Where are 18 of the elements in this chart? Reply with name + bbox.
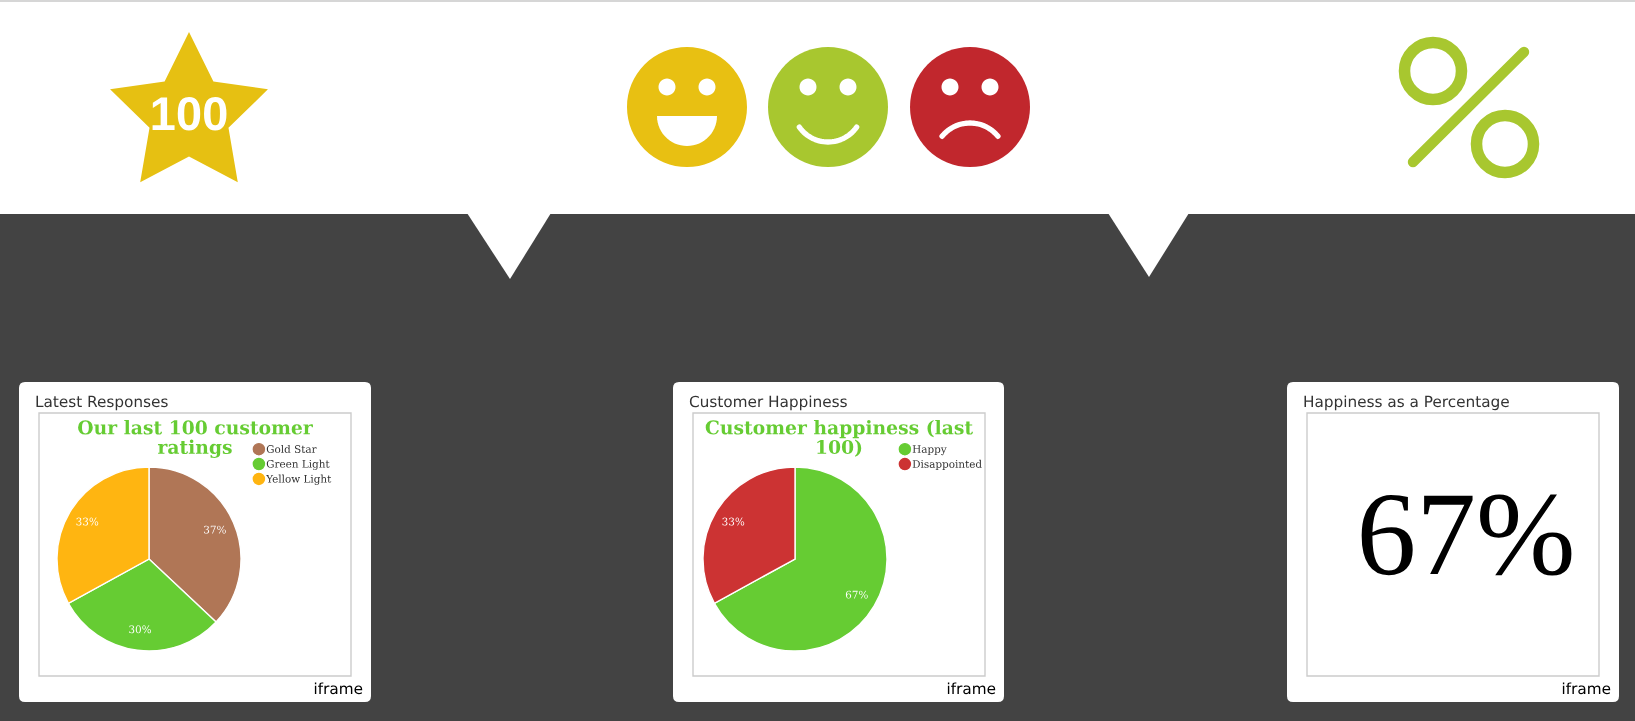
text: iframe — [314, 682, 363, 695]
chart-title: Customer Happiness — [689, 395, 847, 411]
legend-label: Gold Star — [266, 444, 317, 453]
data-label: 37% — [204, 525, 226, 534]
chart-title: Latest Responses — [36, 395, 168, 411]
legend-label: Green Light — [266, 459, 330, 470]
text: Happiness as a Percentage — [1304, 395, 1509, 411]
text: iframe — [947, 682, 996, 695]
text: iframe — [1562, 682, 1611, 695]
data-label: 67% — [845, 590, 868, 599]
legend-label: Happy — [912, 445, 947, 456]
legend-label: Yellow Light — [266, 474, 332, 485]
data-label: 33% — [722, 517, 745, 526]
legend-label: Disappointed — [912, 459, 982, 470]
text: 67% — [1361, 494, 1572, 576]
text: 100 — [152, 97, 227, 131]
data-label: 33% — [76, 517, 99, 526]
data-label: 30% — [129, 625, 152, 634]
